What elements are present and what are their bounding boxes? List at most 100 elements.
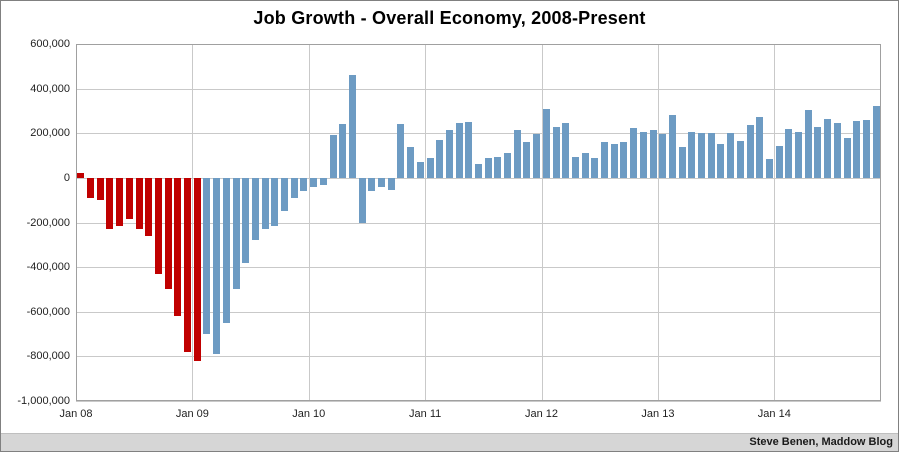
bar-mar-10 [329,135,337,178]
v-gridline [657,44,659,401]
bar-dec-11 [533,134,541,178]
bar-mar-12 [562,123,570,178]
bar-oct-12 [630,127,638,178]
bar-jul-14 [833,123,841,178]
h-gridline [76,222,881,224]
bar-jun-09 [242,177,250,263]
bar-aug-08 [145,177,153,236]
bar-feb-09 [203,177,211,335]
bar-oct-13 [746,125,754,178]
bar-jun-12 [591,157,599,178]
h-gridline [76,133,881,135]
bar-mar-14 [795,132,803,178]
bar-mar-13 [678,146,686,178]
bar-may-11 [465,122,473,178]
bar-jul-12 [601,142,609,178]
bar-feb-08 [87,177,95,198]
x-axis-tick-label: Jan 08 [59,408,93,420]
bar-sep-14 [853,120,861,178]
v-gridline [774,44,776,401]
bar-jun-10 [358,177,366,223]
y-axis-tick-label: -800,000 [26,350,70,363]
bar-aug-09 [261,177,269,230]
h-gridline [76,356,881,358]
plot-border [76,44,881,401]
y-axis-tick-label: -200,000 [26,216,70,229]
bar-sep-10 [387,177,395,191]
bar-apr-10 [339,124,347,178]
bar-aug-14 [843,137,851,178]
h-gridline [76,177,881,179]
y-axis-tick-label: -400,000 [26,261,70,274]
bar-nov-09 [290,177,298,198]
bar-jan-09 [193,177,201,361]
bar-jul-10 [368,177,376,192]
bar-oct-11 [513,129,521,178]
bar-aug-12 [610,144,618,178]
bar-nov-13 [756,116,764,178]
v-gridline [192,44,194,401]
bar-sep-08 [154,177,162,274]
bar-aug-13 [727,133,735,178]
credit-band: Steve Benen, Maddow Blog [1,433,898,451]
bar-jun-08 [125,177,133,220]
bar-sep-11 [504,153,512,178]
bar-jan-13 [659,134,667,178]
y-axis-tick-label: 600,000 [30,38,70,50]
x-axis-tick-label: Jan 10 [292,408,326,420]
bar-dec-10 [416,162,424,178]
bar-dec-08 [184,177,192,352]
bar-may-10 [348,75,356,178]
h-gridline [76,311,881,313]
bar-oct-14 [862,119,870,178]
bar-nov-11 [523,142,531,178]
bar-apr-09 [222,177,230,323]
v-gridline [425,44,427,401]
bar-jul-11 [484,157,492,178]
credit-text: Steve Benen, Maddow Blog [749,436,893,448]
bar-apr-13 [688,132,696,178]
bar-jun-11 [475,164,482,178]
x-axis-tick-label: Jan 09 [175,408,209,420]
bar-feb-12 [552,126,560,178]
bar-nov-12 [639,132,647,178]
bar-may-14 [814,126,822,178]
y-axis-tick-label: 0 [63,171,70,184]
bar-nov-10 [407,146,415,178]
x-axis-tick-label: Jan 14 [757,408,791,420]
bar-jan-10 [310,177,318,187]
bar-nov-08 [174,177,182,317]
bar-aug-11 [494,156,502,178]
bar-may-08 [116,177,124,226]
h-gridline [76,267,881,269]
bar-sep-09 [271,177,279,226]
bar-jan-12 [542,108,550,178]
bar-feb-11 [436,139,444,178]
bar-may-12 [581,153,589,178]
bar-oct-10 [397,124,405,178]
bar-jul-09 [251,177,259,241]
bar-jun-14 [824,118,832,178]
x-axis-tick-label: Jan 13 [641,408,675,420]
bar-sep-12 [620,142,628,178]
bar-nov-14 [872,106,880,178]
bar-apr-11 [455,123,463,178]
y-axis-tick-label: 200,000 [30,127,70,140]
bar-feb-13 [668,115,676,178]
bar-jan-08 [77,173,85,178]
bar-oct-08 [164,177,172,290]
bar-mar-11 [445,129,453,178]
x-axis-tick-label: Jan 12 [525,408,559,420]
h-gridline [76,88,881,90]
y-axis-tick-label: 400,000 [30,82,70,95]
bar-feb-14 [785,128,793,178]
v-gridline [308,44,310,401]
bar-jul-13 [717,144,725,178]
v-gridline [541,44,543,401]
bar-aug-10 [378,177,385,187]
bar-jul-08 [135,177,143,230]
bar-may-13 [698,133,706,178]
bar-apr-14 [804,109,812,178]
bar-jan-14 [775,145,783,178]
